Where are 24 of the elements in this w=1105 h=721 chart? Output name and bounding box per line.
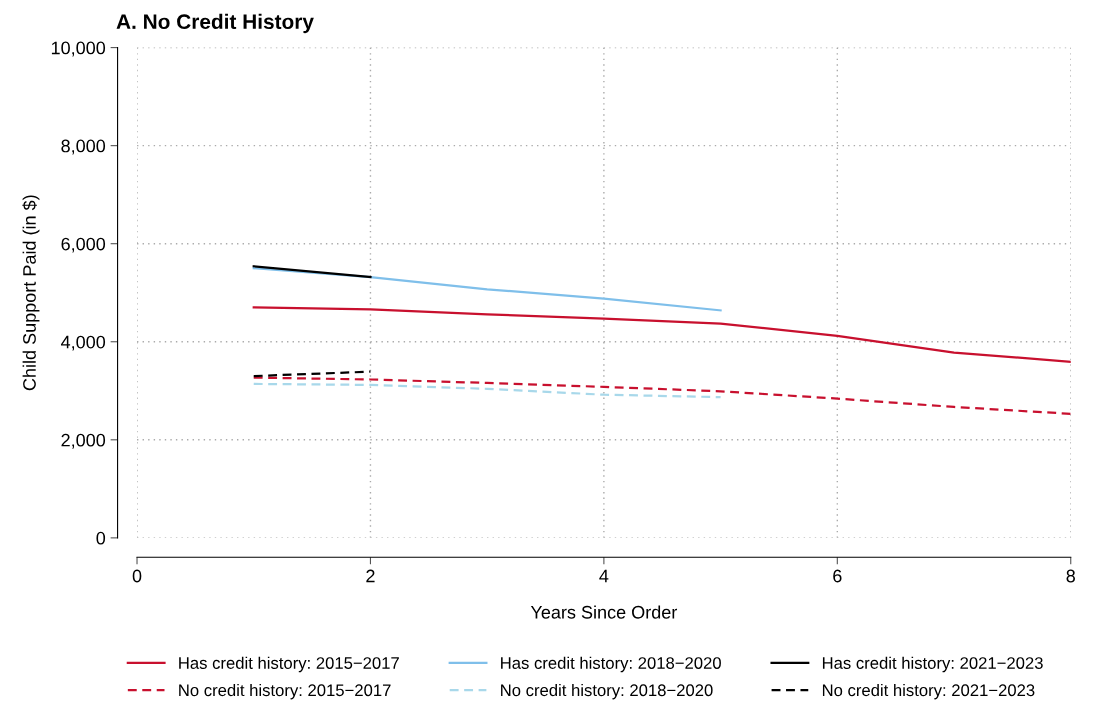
legend-label: No credit history: 2015−2017 <box>179 683 391 700</box>
legend-label: No credit history: 2018−2020 <box>501 683 713 700</box>
y-tick-label: 8,000 <box>61 139 106 155</box>
x-tick-label: 6 <box>833 569 842 583</box>
x-tick-label: 4 <box>599 569 609 583</box>
legend-label: No credit history: 2021−2023 <box>822 683 1035 700</box>
legend-label: Has credit history: 2018−2020 <box>501 656 721 673</box>
line-series <box>252 306 1071 363</box>
x-axis-title: Years Since Order <box>530 605 678 619</box>
y-tick-label: 10,000 <box>51 41 106 57</box>
chart-title: A. No Credit History <box>116 13 314 34</box>
x-tick-label: 2 <box>366 569 375 583</box>
legend-label: Has credit history: 2021−2023 <box>822 656 1043 673</box>
line-series <box>252 382 722 399</box>
y-axis-title: Child Support Paid (in $) <box>22 195 40 391</box>
y-tick-label: 4,000 <box>61 335 106 351</box>
y-tick-label: 2,000 <box>61 433 106 449</box>
x-tick-label: 8 <box>1066 569 1075 583</box>
x-tick-label: 0 <box>132 569 142 583</box>
y-tick-label: 6,000 <box>61 237 106 253</box>
legend-label: Has credit history: 2015−2017 <box>179 656 399 673</box>
line-series <box>252 267 722 312</box>
y-tick-label: 0 <box>96 531 106 545</box>
line-series <box>252 376 1071 415</box>
